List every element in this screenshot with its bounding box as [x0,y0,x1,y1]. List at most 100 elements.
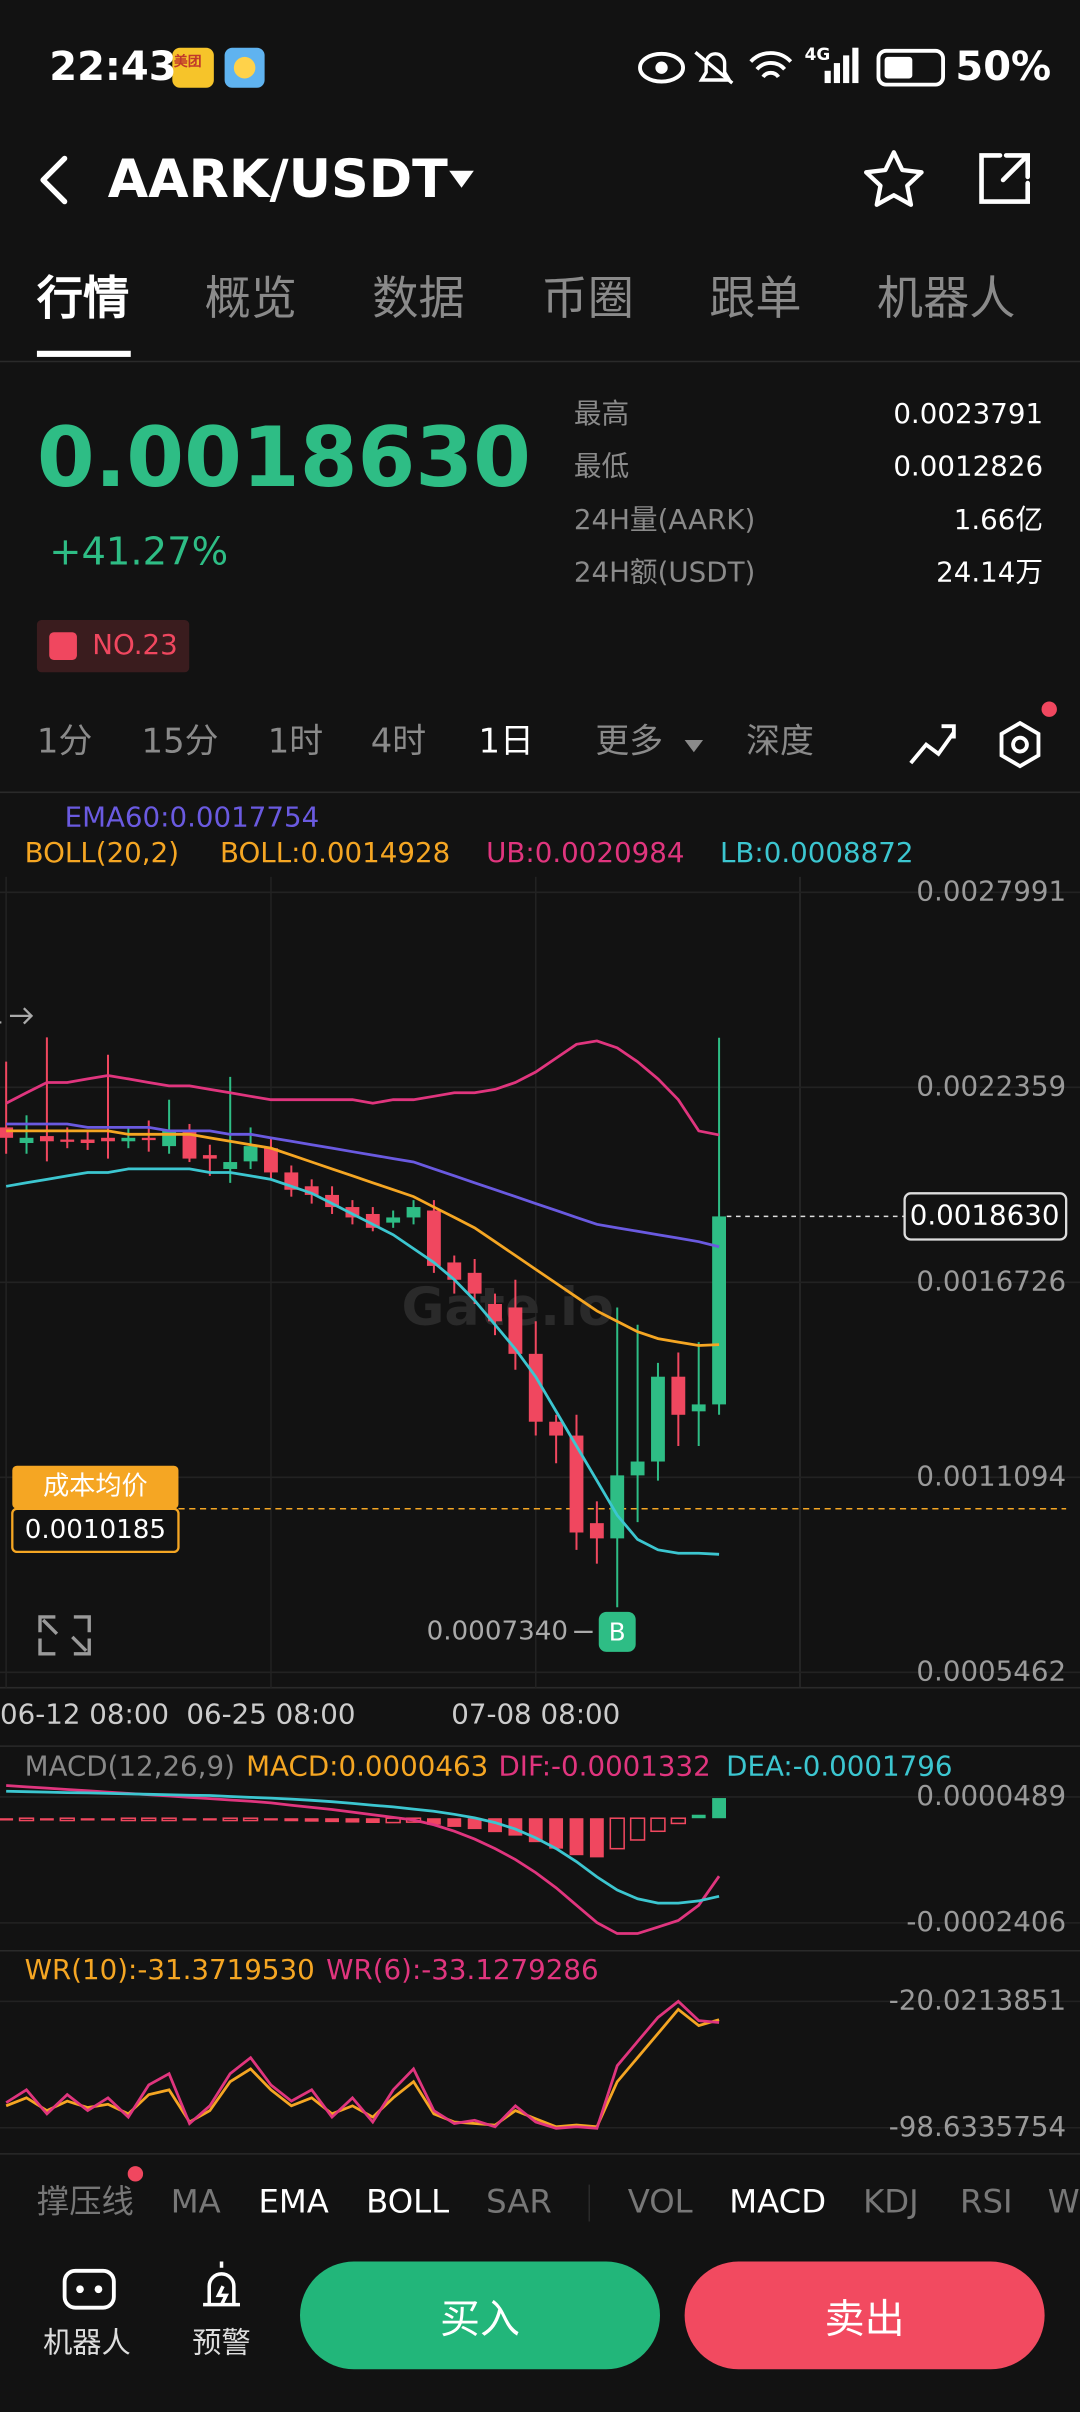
macd-bar [549,1818,564,1849]
macd-bar [345,1818,360,1823]
last-price: 0.0018630 [36,409,531,507]
macd-bar [18,1817,35,1822]
macd-bar [426,1818,441,1825]
x-tick-label: 07-08 08:00 [451,1697,620,1730]
favorite-button[interactable] [863,150,924,207]
tab[interactable]: 概览 [204,272,297,327]
y-tick-label: -0.0002406 [906,1905,1066,1938]
robot-eye [76,2285,84,2294]
robot-label[interactable]: 机器人 [43,2326,131,2360]
legend-entry: BOLL:0.0014928 [220,836,450,869]
indicator-line [6,1129,720,1347]
stat-value: 0.0012826 [893,450,1044,484]
share-button[interactable] [979,153,1030,204]
tab[interactable]: 跟单 [709,272,802,327]
interval[interactable]: 1时 [267,723,324,762]
indicator-tab[interactable]: 撑压线 [36,2183,134,2220]
indicator-button[interactable] [909,724,956,765]
rank-text: NO.23 [92,629,178,662]
eye-pupil [655,61,668,74]
interval[interactable]: 深度 [746,723,814,762]
settings-button[interactable] [999,720,1041,769]
indicator-tab[interactable]: MACD [729,2183,827,2220]
macd-bar [467,1818,482,1830]
indicator-line [5,1039,720,1137]
macd-bar [589,1818,604,1858]
pair-title[interactable]: AARK/USDT [107,149,448,211]
x-tick-label: 06-12 08:00 [0,1697,169,1730]
tab[interactable]: 币圈 [541,272,634,327]
status-time: 22:43 [49,44,177,91]
candle-body [386,1217,401,1223]
sell-button[interactable]: 卖出 [684,2261,1045,2370]
indicator-tab[interactable]: SAR [486,2183,552,2220]
macd-bar [284,1818,299,1822]
macd-bar [325,1818,339,1823]
indicator-label: BOLL(20,2) [25,836,179,869]
high-label: 0.0023791 [0,1000,4,1030]
indicator-tab[interactable]: BOLL [366,2183,450,2220]
interval[interactable]: 更多 [595,723,664,762]
high-arrow [9,1007,34,1025]
interval[interactable]: 1分 [36,723,93,762]
x-tick-label: 06-25 08:00 [186,1697,355,1730]
macd-bar [569,1818,584,1856]
indicator-tab[interactable]: MA [170,2183,221,2220]
interval[interactable]: 1日 [478,723,534,762]
layout-lines [0,360,1080,2222]
y-tick-label: -20.0213851 [889,1983,1066,2016]
y-tick-label: 0.0016726 [916,1264,1066,1297]
macd-bar [59,1817,75,1822]
fullscreen-button[interactable] [38,1615,91,1656]
y-tick-label: 0.0027991 [916,874,1066,907]
macd-bar [202,1818,217,1821]
macd-bar [101,1818,115,1821]
rank-icon [49,632,77,660]
legend-entry: MACD:0.0000463 [246,1750,488,1783]
candle-body [39,1136,54,1142]
interval[interactable]: 15分 [141,723,219,762]
indicator-tab[interactable]: VOL [627,2183,693,2220]
wifi-icon [749,51,793,79]
stat-label: 最高 [573,398,630,431]
macd-bar [161,1817,177,1822]
alert-label[interactable]: 预警 [192,2326,251,2360]
settings-dot [1011,735,1029,754]
back-button[interactable] [40,155,68,205]
more-arrow[interactable] [684,739,704,753]
y-tick-label: 0.0011094 [916,1459,1066,1492]
pair-dropdown[interactable] [449,170,474,188]
stat-value: 24.14万 [936,556,1044,590]
wr-line [5,1999,720,2130]
robot-icon[interactable] [62,2268,116,2310]
buy-button[interactable]: 买入 [299,2261,660,2370]
alert-icon[interactable] [203,2261,240,2307]
last-price-box [903,1192,1068,1241]
macd-bar [629,1817,646,1841]
indicator-tab[interactable]: EMA [258,2183,329,2220]
robot-eye [94,2285,103,2294]
candle-body [406,1207,421,1218]
price-change: +41.27% [49,529,229,574]
candle-body [589,1523,604,1539]
interval[interactable]: 4时 [370,723,427,762]
tab[interactable]: 行情 [36,272,130,327]
candle-body [121,1137,136,1142]
battery-icon [876,48,945,87]
candle-body [182,1130,197,1159]
cost-tag-box [11,1507,180,1554]
macd-bar [264,1818,278,1821]
y-tick-label: -98.6335754 [889,2110,1066,2143]
notification-dot [1041,701,1057,717]
macd-bar [242,1817,259,1822]
macd-bar [609,1817,625,1850]
indicator-tab[interactable]: W [1047,2183,1080,2220]
macd-bar [222,1817,238,1822]
macd-bar [141,1817,157,1822]
tab[interactable]: 数据 [372,272,465,327]
candle-body [508,1307,523,1354]
indicator-tab[interactable]: KDJ [863,2183,919,2220]
indicator-tab[interactable]: RSI [959,2183,1013,2220]
legend-entry: WR(10):-31.3719530 [25,1953,315,1986]
tab[interactable]: 机器人 [876,272,1016,327]
